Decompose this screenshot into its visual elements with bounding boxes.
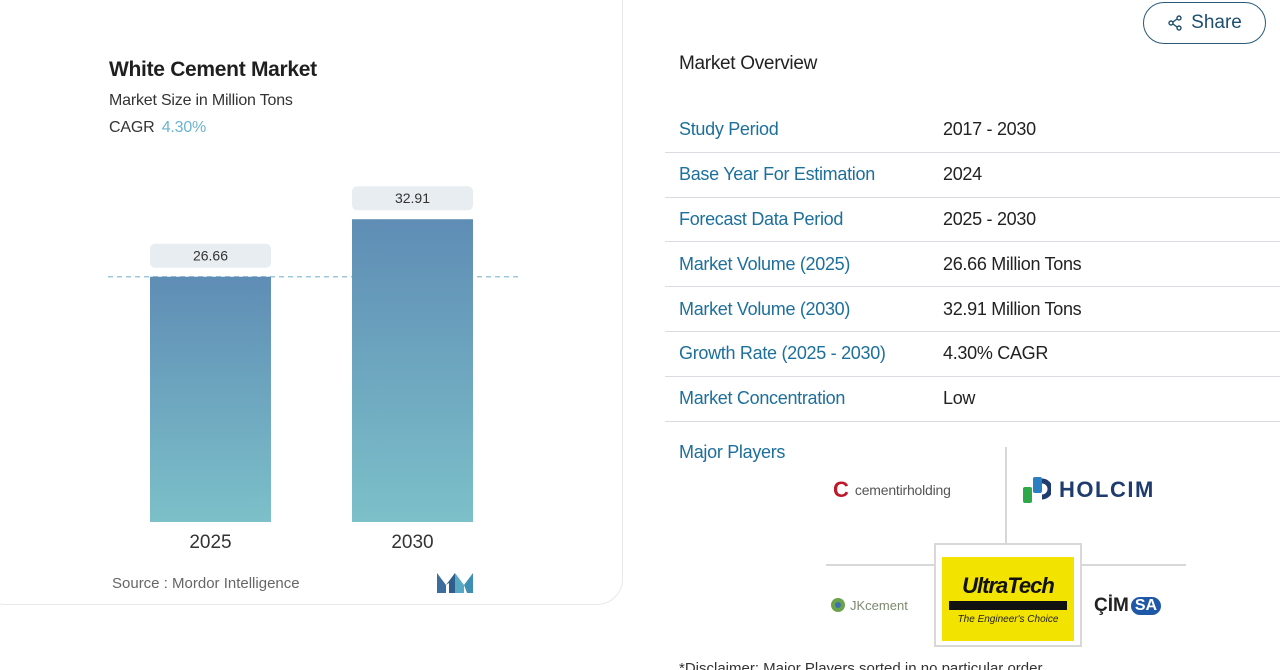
overview-row-value: 2024	[943, 164, 982, 185]
major-players-label: Major Players	[679, 442, 786, 462]
ultratech-bar	[949, 601, 1067, 610]
data-label: 26.66	[193, 248, 228, 264]
jkcement-logo: JKcement	[830, 597, 908, 613]
overview-row-value: 32.91 Million Tons	[943, 298, 1082, 319]
grid-divider	[1005, 447, 1007, 543]
cagr-value: 4.30%	[161, 119, 207, 136]
holcim-mark-icon	[1023, 477, 1051, 503]
grid-divider	[826, 564, 934, 566]
share-button[interactable]: Share	[1143, 2, 1266, 44]
overview-row: Market Concentration Low	[665, 377, 1280, 422]
holcim-logo: HOLCIM	[1021, 475, 1155, 505]
overview-row-value: 4.30% CAGR	[943, 343, 1049, 364]
x-tick-label: 2025	[189, 532, 231, 553]
overview-row: Growth Rate (2025 - 2030) 4.30% CAGR	[665, 332, 1280, 377]
ultratech-text: UltraTech	[962, 573, 1055, 598]
overview-row: Market Volume (2030) 32.91 Million Tons	[665, 287, 1280, 332]
overview-row-label[interactable]: Forecast Data Period	[679, 208, 844, 229]
data-label-bg	[150, 243, 271, 268]
chart-card	[0, 0, 623, 605]
holcim-text: HOLCIM	[1059, 477, 1155, 502]
overview-row-label[interactable]: Market Volume (2030)	[679, 298, 851, 319]
overview-row-label[interactable]: Study Period	[679, 119, 779, 140]
x-tick-label: 2030	[391, 532, 433, 553]
overview-title: Market Overview	[679, 53, 818, 74]
overview-row-value: 26.66 Million Tons	[943, 253, 1082, 274]
cimsa-logo: ÇİM SA	[1094, 595, 1162, 617]
cimsa-suffix: SA	[1130, 597, 1162, 615]
disclaimer-footnote: *Disclaimer: Major Players sorted in no …	[679, 660, 1043, 670]
overview-row-label[interactable]: Market Concentration	[679, 388, 846, 409]
grid-divider	[1082, 564, 1186, 566]
jkcement-text: JKcement	[850, 597, 908, 613]
ultratech-logo: UltraTech The Engineer's Choice	[934, 543, 1082, 647]
players-grid: C cementirholding HOLCIM JKcement UltraT…	[826, 447, 1186, 647]
overview-row: Base Year For Estimation 2024	[665, 153, 1280, 198]
overview-row: Forecast Data Period 2025 - 2030	[665, 198, 1280, 243]
overview-row-label[interactable]: Market Volume (2025)	[679, 253, 851, 274]
cementir-text: cementirholding	[854, 482, 951, 498]
overview-row-value: Low	[943, 388, 976, 409]
share-icon	[1168, 15, 1182, 31]
chart-subtitle: Market Size in Million Tons	[109, 92, 293, 109]
overview-row: Study Period 2017 - 2030	[665, 108, 1280, 153]
ultratech-badge: UltraTech The Engineer's Choice	[942, 557, 1074, 641]
bar-chart: 26.66 2025 32.91 2030	[108, 186, 518, 553]
overview-row: Market Volume (2025) 26.66 Million Tons	[665, 242, 1280, 288]
overview-row-label[interactable]: Growth Rate (2025 - 2030)	[679, 343, 886, 364]
bar-2025	[150, 276, 271, 522]
jkcement-mark-icon	[831, 598, 845, 612]
bar-2030	[352, 219, 473, 522]
cimsa-prefix: ÇİM	[1094, 595, 1129, 616]
cagr-label: CAGR	[109, 119, 155, 136]
cementir-c-icon: C	[833, 477, 849, 502]
mordor-logo-icon	[437, 571, 473, 598]
overview-row-value: 2017 - 2030	[943, 119, 1036, 140]
ultratech-tagline: The Engineer's Choice	[957, 614, 1059, 625]
chart-source: Source : Mordor Intelligence	[112, 575, 300, 592]
chart-title: White Cement Market	[109, 58, 317, 81]
overview-row-value: 2025 - 2030	[943, 208, 1036, 229]
overview-row-label[interactable]: Base Year For Estimation	[679, 164, 875, 185]
data-label: 32.91	[395, 190, 430, 206]
data-label-bg	[352, 186, 473, 211]
chart-cagr: CAGR 4.30%	[109, 119, 206, 137]
cementir-logo: C cementirholding	[833, 477, 951, 503]
overview-table: Study Period 2017 - 2030 Base Year For Est…	[665, 108, 1280, 422]
share-label: Share	[1191, 12, 1242, 33]
